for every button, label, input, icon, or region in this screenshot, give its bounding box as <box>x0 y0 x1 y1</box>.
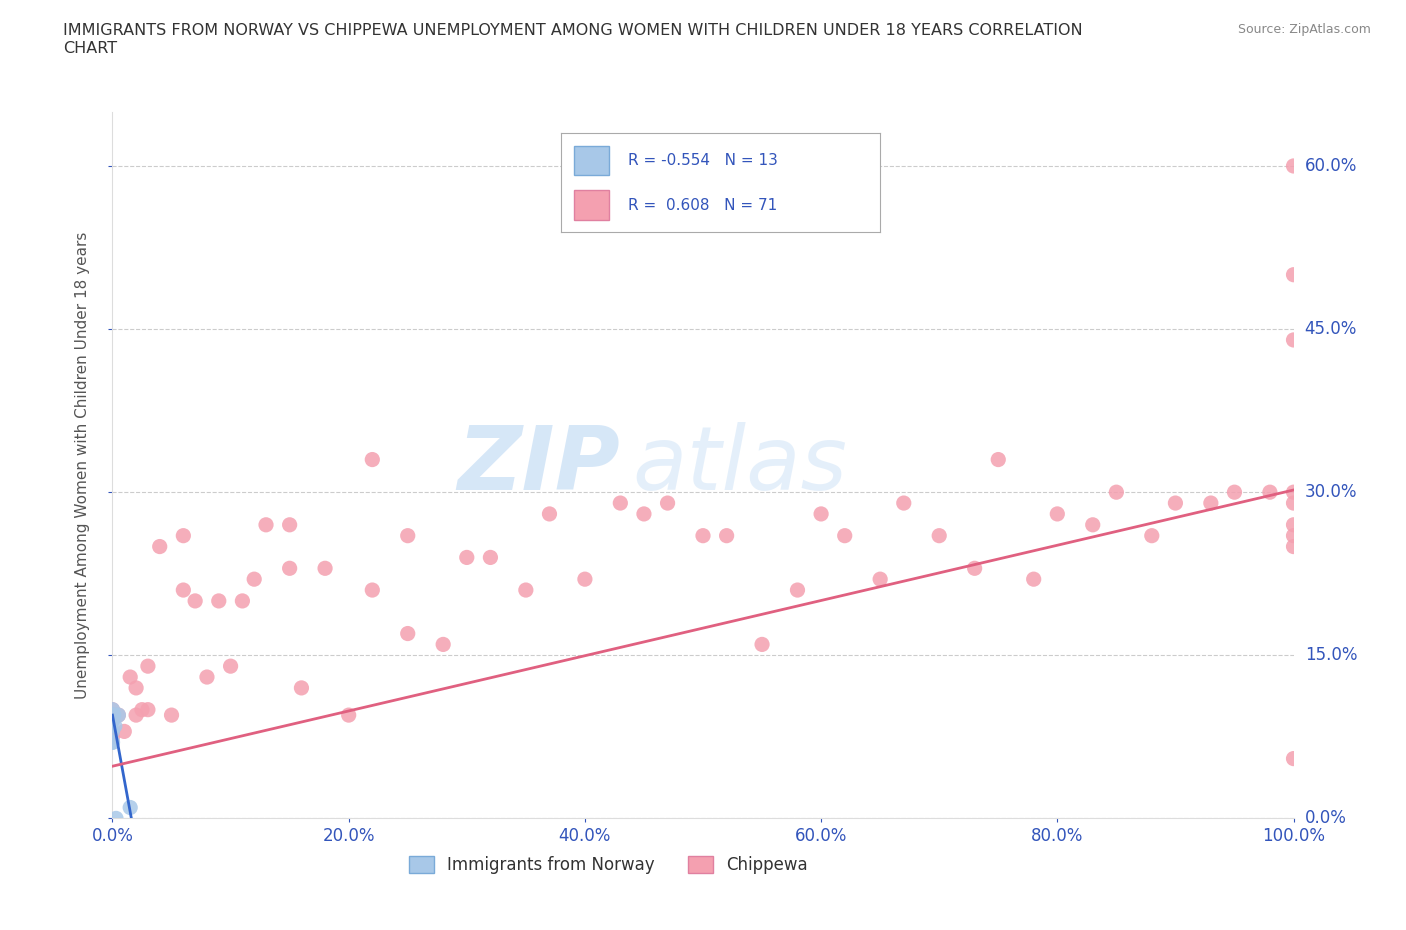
Point <box>479 550 502 565</box>
Point <box>1140 528 1163 543</box>
Point <box>456 550 478 565</box>
Point <box>120 670 142 684</box>
Text: 0.0%: 0.0% <box>1305 809 1347 828</box>
Point <box>1282 158 1305 173</box>
Point <box>1282 528 1305 543</box>
Point <box>131 702 153 717</box>
Point <box>432 637 454 652</box>
Point <box>928 528 950 543</box>
Point <box>125 708 148 723</box>
Point <box>101 735 124 750</box>
Point <box>290 681 312 696</box>
Point <box>149 539 172 554</box>
Point <box>1282 517 1305 532</box>
Point <box>101 702 124 717</box>
Point <box>195 670 218 684</box>
Point <box>231 593 253 608</box>
Point <box>314 561 336 576</box>
Point <box>278 561 301 576</box>
Point <box>361 452 384 467</box>
Text: IMMIGRANTS FROM NORWAY VS CHIPPEWA UNEMPLOYMENT AMONG WOMEN WITH CHILDREN UNDER : IMMIGRANTS FROM NORWAY VS CHIPPEWA UNEMP… <box>63 23 1083 56</box>
Point <box>574 572 596 587</box>
Point <box>112 724 135 738</box>
Point <box>1282 267 1305 282</box>
Point <box>538 507 561 522</box>
Point <box>609 496 631 511</box>
Point <box>963 561 986 576</box>
Text: 60.0%: 60.0% <box>1305 157 1357 175</box>
Point <box>172 582 194 597</box>
Text: 45.0%: 45.0% <box>1305 320 1357 339</box>
Point <box>101 729 124 744</box>
Point <box>101 724 124 738</box>
Point <box>1105 485 1128 499</box>
Point <box>396 528 419 543</box>
Point <box>101 735 124 750</box>
Point <box>1282 485 1305 499</box>
Point <box>396 626 419 641</box>
Point <box>101 702 124 717</box>
Text: ZIP: ZIP <box>457 421 620 509</box>
Point <box>172 528 194 543</box>
Point <box>243 572 266 587</box>
Point <box>1258 485 1281 499</box>
Point <box>208 593 231 608</box>
Point <box>184 593 207 608</box>
Point <box>810 507 832 522</box>
Point <box>101 713 124 728</box>
Point <box>692 528 714 543</box>
Point <box>107 708 129 723</box>
Point <box>105 811 128 826</box>
Text: 15.0%: 15.0% <box>1305 646 1357 664</box>
Point <box>101 708 124 723</box>
Point <box>834 528 856 543</box>
Point <box>103 708 125 723</box>
Point <box>786 582 808 597</box>
Point <box>120 800 142 815</box>
Point <box>1282 333 1305 348</box>
Point <box>716 528 738 543</box>
Point <box>657 496 679 511</box>
Legend: Immigrants from Norway, Chippewa: Immigrants from Norway, Chippewa <box>402 849 815 881</box>
Point <box>987 452 1010 467</box>
Point <box>337 708 360 723</box>
Point <box>101 713 124 728</box>
Point <box>1046 507 1069 522</box>
Point <box>515 582 537 597</box>
Point <box>103 708 125 723</box>
Point <box>869 572 891 587</box>
Point <box>107 708 129 723</box>
Text: atlas: atlas <box>633 422 846 508</box>
Point <box>361 582 384 597</box>
Point <box>136 702 159 717</box>
Point <box>278 517 301 532</box>
Point <box>136 658 159 673</box>
Point <box>1022 572 1045 587</box>
Point <box>1282 539 1305 554</box>
Point <box>104 719 127 734</box>
Point <box>1282 496 1305 511</box>
Point <box>893 496 915 511</box>
Point <box>1164 496 1187 511</box>
Point <box>1223 485 1246 499</box>
Text: Source: ZipAtlas.com: Source: ZipAtlas.com <box>1237 23 1371 36</box>
Point <box>751 637 773 652</box>
Point <box>125 681 148 696</box>
Point <box>219 658 242 673</box>
Point <box>101 708 124 723</box>
Point <box>1081 517 1104 532</box>
Point <box>1199 496 1222 511</box>
Point <box>101 724 124 738</box>
Point <box>633 507 655 522</box>
Point <box>101 708 124 723</box>
Y-axis label: Unemployment Among Women with Children Under 18 years: Unemployment Among Women with Children U… <box>75 232 90 698</box>
Point <box>160 708 183 723</box>
Point <box>254 517 277 532</box>
Point <box>1282 751 1305 766</box>
Text: 30.0%: 30.0% <box>1305 484 1357 501</box>
